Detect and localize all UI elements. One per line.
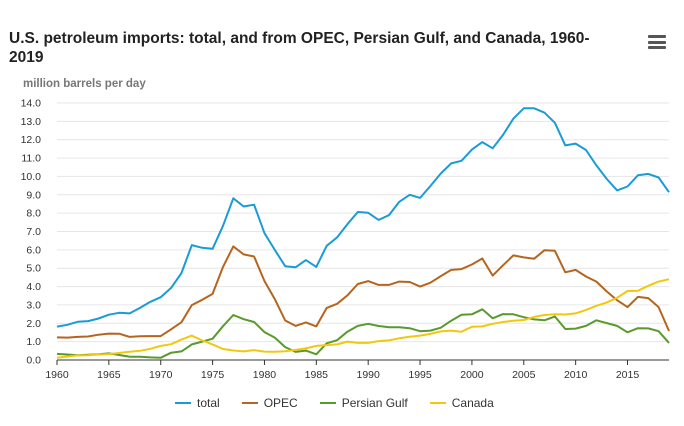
y-axis-label: million barrels per day — [23, 78, 146, 90]
series-line-persian-gulf[interactable] — [56, 308, 670, 359]
legend-label: Canada — [451, 396, 494, 410]
y-tick-label: 4.0 — [26, 281, 41, 293]
x-tick-label: 1975 — [201, 369, 225, 381]
x-axis: 1960 1965 1970 1975 1980 1985 1990 1995 2000 2005… — [45, 359, 669, 381]
x-tick-label: 2005 — [512, 369, 536, 381]
chart-title: U.S. petroleum imports: total, and from … — [9, 30, 590, 66]
x-tick-label: 1980 — [253, 369, 277, 381]
y-tick-label: 3.0 — [26, 299, 41, 311]
y-tick-label: 2.0 — [26, 318, 41, 330]
series-line-total[interactable] — [56, 107, 670, 328]
y-tick-label: 6.0 — [26, 244, 41, 256]
x-tick-label: 1960 — [45, 369, 69, 381]
x-tick-label: 1990 — [357, 369, 381, 381]
series-lines — [56, 107, 670, 359]
hamburger-menu-icon[interactable] — [648, 35, 666, 49]
x-tick-label: 1970 — [149, 369, 173, 381]
legend-item-opec[interactable]: OPEC — [241, 396, 298, 410]
y-tick-label: 5.0 — [26, 263, 41, 275]
y-tick-label: 9.0 — [26, 189, 41, 201]
legend-label: OPEC — [263, 396, 298, 410]
x-tick-label: 1965 — [97, 369, 121, 381]
grid-lines — [57, 102, 669, 343]
y-tick-label: 11.0 — [21, 153, 41, 165]
legend-swatch — [319, 402, 336, 404]
x-tick-label: 2015 — [616, 369, 640, 381]
x-tick-label: 2000 — [460, 369, 484, 381]
y-tick-label: 8.0 — [26, 208, 41, 220]
x-tick-label: 1995 — [408, 369, 432, 381]
legend: total OPEC Persian Gulf Canada — [175, 396, 494, 410]
legend-swatch — [241, 402, 258, 404]
y-tick-label: 10.0 — [21, 171, 42, 183]
legend-label: total — [197, 396, 220, 410]
legend-swatch — [175, 402, 191, 404]
series-line-opec[interactable] — [56, 245, 670, 339]
series-line-canada[interactable] — [56, 278, 670, 359]
y-tick-label: 0.0 — [26, 355, 41, 367]
legend-item-canada[interactable]: Canada — [429, 396, 494, 410]
y-axis-ticks: 0.0 1.0 2.0 3.0 4.0 5.0 6.0 7.0 8.0 9.0 10.0 11.0 12… — [21, 98, 42, 367]
legend-label: Persian Gulf — [341, 396, 408, 410]
x-tick-label: 1985 — [305, 369, 329, 381]
y-tick-label: 13.0 — [21, 116, 42, 128]
y-tick-label: 1.0 — [26, 336, 41, 348]
y-tick-label: 12.0 — [21, 134, 42, 146]
x-tick-label: 2010 — [564, 369, 588, 381]
legend-item-total[interactable]: total — [175, 396, 220, 410]
y-tick-label: 14.0 — [21, 98, 42, 110]
legend-swatch — [429, 402, 446, 404]
legend-item-persian-gulf[interactable]: Persian Gulf — [319, 396, 408, 410]
y-tick-label: 7.0 — [26, 226, 41, 238]
